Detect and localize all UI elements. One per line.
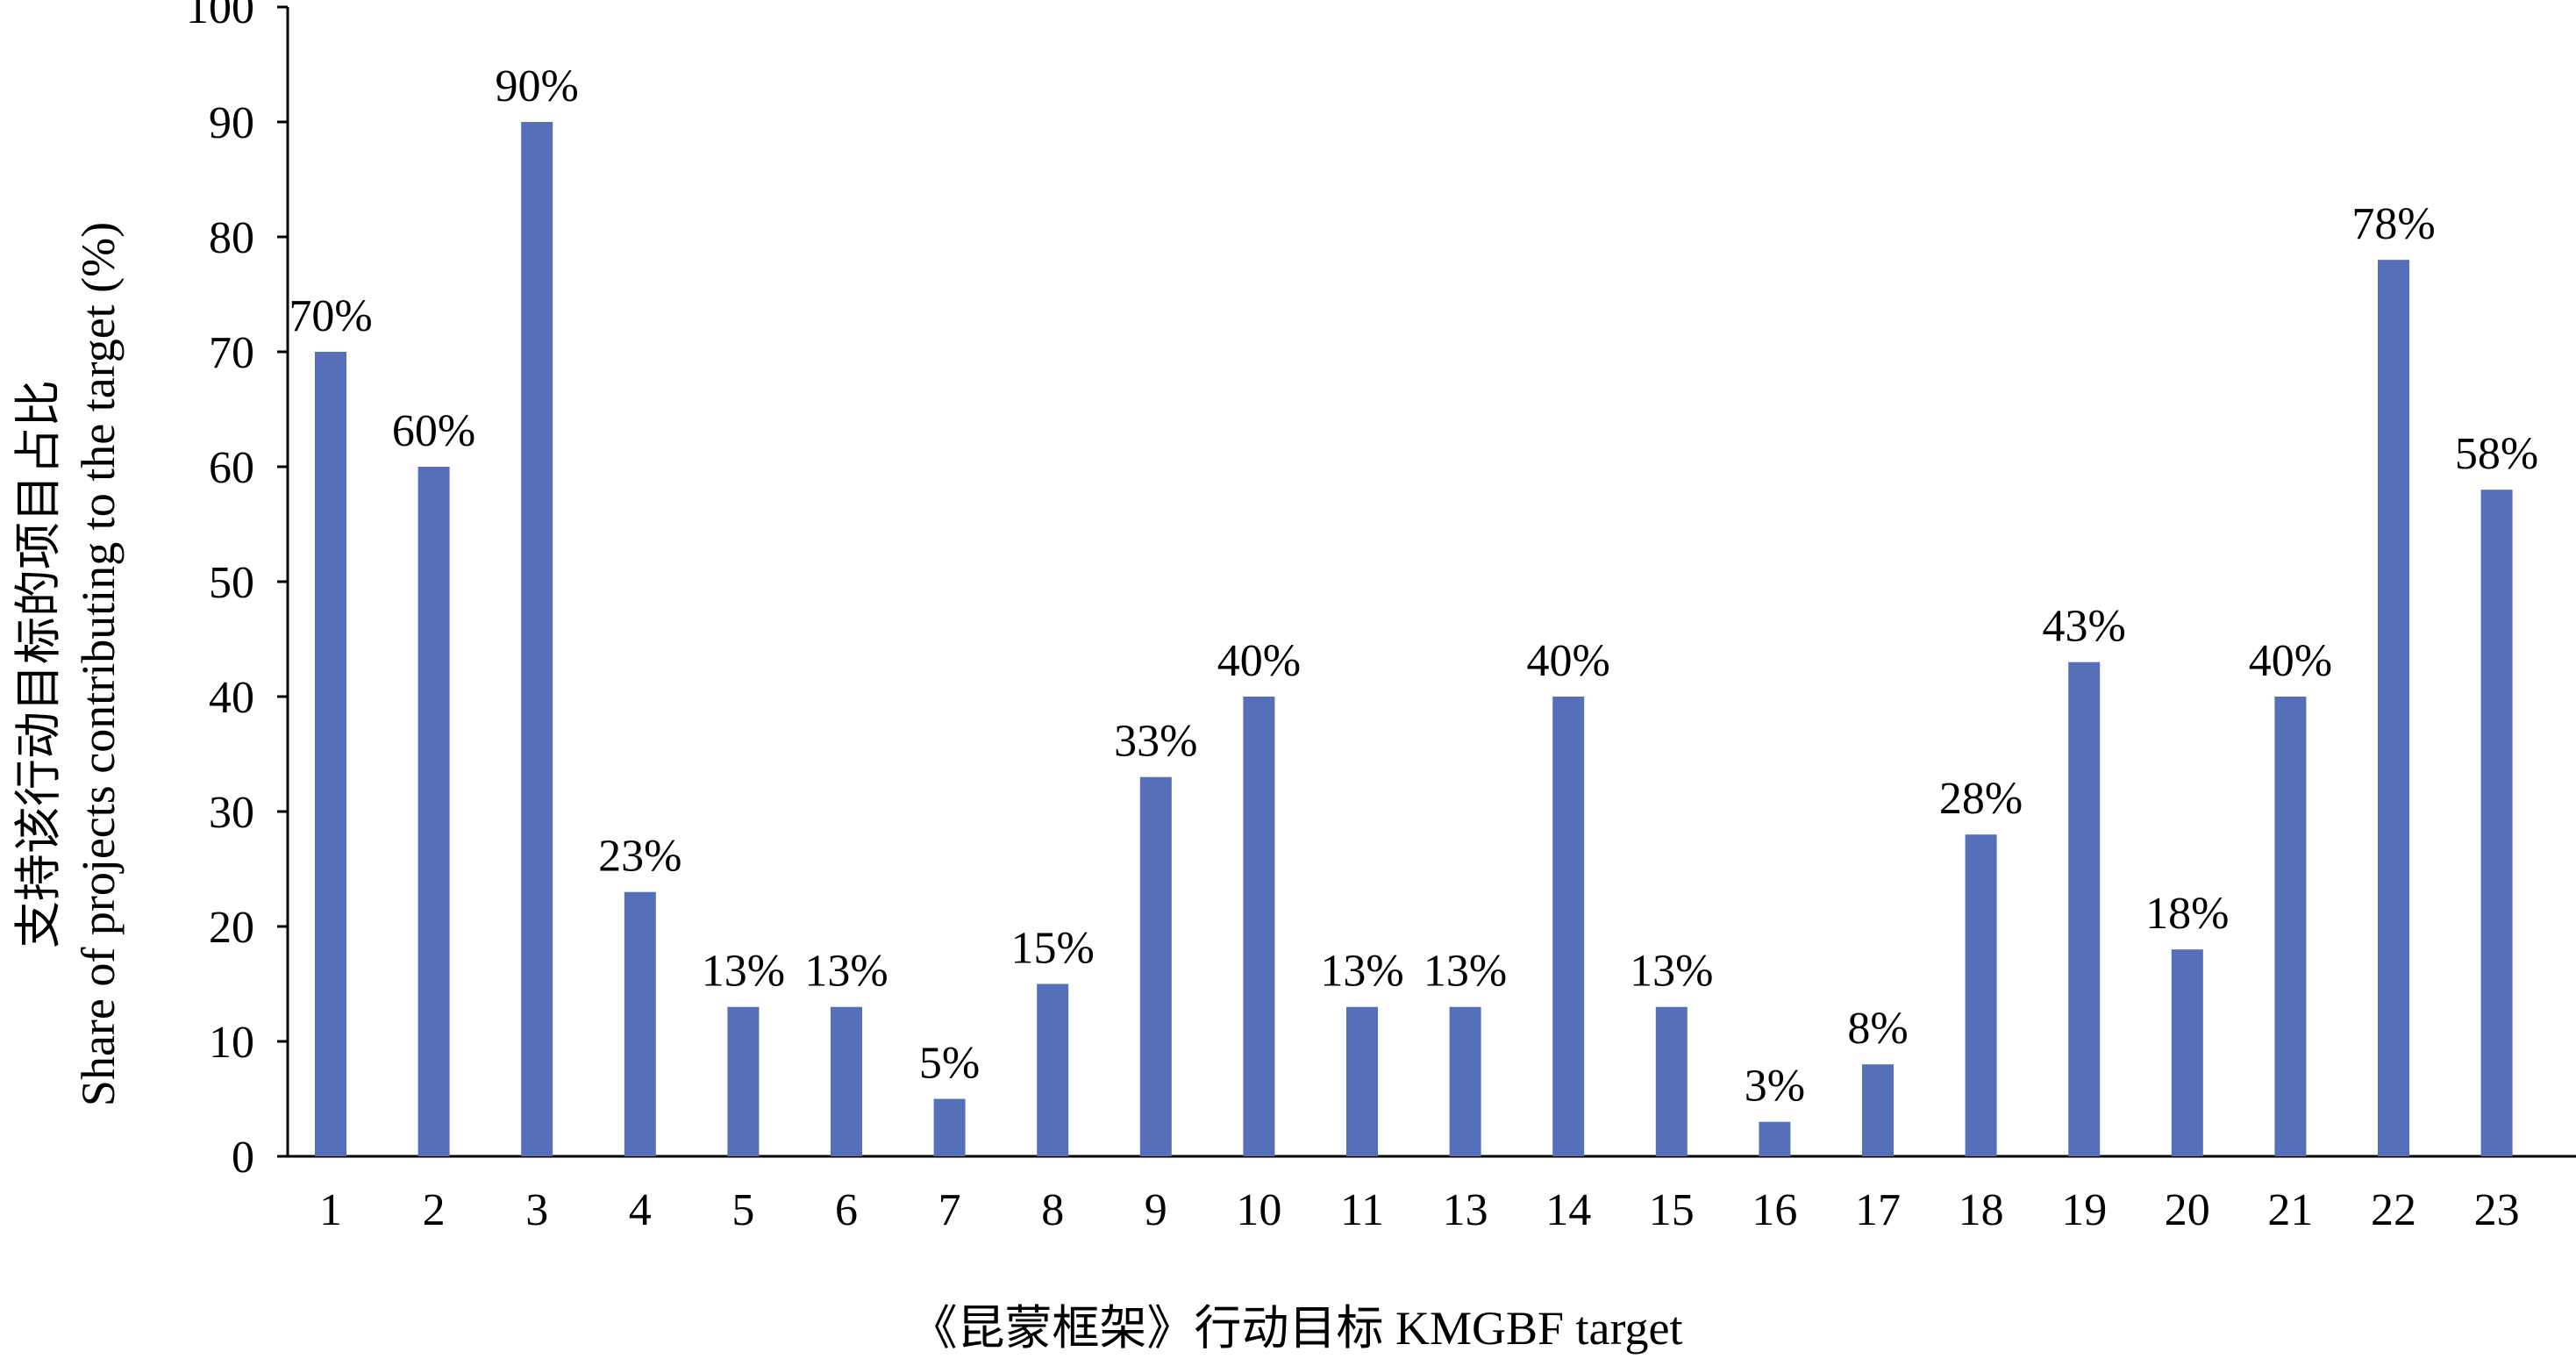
- y-tick-label: 20: [209, 903, 254, 953]
- bar-data-label: 40%: [2249, 636, 2332, 686]
- x-tick-label: 10: [1236, 1185, 1281, 1235]
- data-labels: 70% 60% 90% 23% 13% 13% 5% 15% 33% 40% 13% 13% 40% 13…: [289, 61, 2538, 1112]
- x-tick-label: 13: [1443, 1185, 1488, 1235]
- bar-data-label: 23%: [598, 832, 681, 882]
- y-axis-title: 支持该行动目标的项目占比 Share of projects contribut…: [12, 222, 125, 1106]
- bar-data-label: 90%: [496, 61, 579, 111]
- y-tick-label: 40: [209, 673, 254, 723]
- bar: [417, 467, 450, 1156]
- y-tick-label: 10: [209, 1018, 254, 1068]
- bar-data-label: 33%: [1114, 717, 1197, 767]
- bar: [2480, 490, 2513, 1156]
- bar-data-label: 13%: [702, 947, 785, 997]
- x-tick-label: 4: [629, 1185, 652, 1235]
- bar: [1655, 1006, 1688, 1156]
- x-axis: 1 2 3 4 5 6 7 8 9 10 11 13 14 15 16 17 18 19 20 21 22 23: [288, 1155, 2576, 1235]
- x-tick-label: 15: [1649, 1185, 1695, 1235]
- y-tick-label: 0: [232, 1133, 254, 1183]
- x-axis-title: 《昆蒙框架》行动目标 KMGBF target: [910, 1302, 1682, 1355]
- bar: [315, 352, 346, 1156]
- x-tick-label: 16: [1752, 1185, 1797, 1235]
- bar-data-label: 58%: [2455, 429, 2538, 479]
- y-tick-label: 80: [209, 213, 254, 263]
- x-tick-label: 5: [731, 1185, 754, 1235]
- bar-data-label: 3%: [1745, 1062, 1805, 1112]
- bar-data-label: 60%: [392, 406, 475, 456]
- bar: [2171, 949, 2203, 1156]
- x-tick-label: 6: [835, 1185, 858, 1235]
- bar-data-label: 13%: [804, 947, 888, 997]
- bar: [1139, 776, 1172, 1156]
- bar: [2274, 697, 2307, 1156]
- x-tick-label: 1: [319, 1185, 342, 1235]
- bar-data-label: 13%: [1320, 947, 1403, 997]
- y-axis: 0 10 20 30 40 50 60 70 80 90 100: [186, 0, 289, 1183]
- bar: [1862, 1064, 1894, 1156]
- x-tick-label: 18: [1959, 1185, 2004, 1235]
- bar: [1243, 697, 1275, 1156]
- bar: [1759, 1121, 1791, 1156]
- bar: [624, 891, 656, 1156]
- y-tick-label: 70: [209, 328, 254, 378]
- x-tick-label: 9: [1145, 1185, 1167, 1235]
- x-tick-label: 2: [423, 1185, 446, 1235]
- y-axis-title-chinese: 支持该行动目标的项目占比: [12, 380, 65, 948]
- y-tick-label: 50: [209, 558, 254, 608]
- bar-data-label: 70%: [289, 291, 372, 341]
- bar-series: [315, 122, 2513, 1156]
- bar-data-label: 8%: [1847, 1004, 1908, 1054]
- bar-data-label: 40%: [1527, 636, 1610, 686]
- bar: [2378, 260, 2409, 1156]
- y-tick-label: 30: [209, 788, 254, 838]
- bar: [2068, 662, 2101, 1156]
- x-tick-label: 23: [2474, 1185, 2520, 1235]
- bar-data-label: 28%: [1939, 774, 2023, 824]
- x-tick-label: 11: [1340, 1185, 1384, 1235]
- bar: [1346, 1006, 1378, 1156]
- x-tick-label: 19: [2061, 1185, 2107, 1235]
- bar: [1449, 1006, 1481, 1156]
- x-tick-label: 7: [938, 1185, 961, 1235]
- y-tick-label: 90: [209, 98, 254, 148]
- x-tick-label: 22: [2371, 1185, 2416, 1235]
- bar-data-label: 18%: [2145, 889, 2229, 939]
- x-tick-label: 3: [525, 1185, 548, 1235]
- bar-data-label: 40%: [1217, 636, 1301, 686]
- bar: [1037, 983, 1069, 1156]
- bar-data-label: 43%: [2043, 602, 2126, 652]
- bar: [521, 122, 553, 1156]
- x-tick-label: 8: [1041, 1185, 1064, 1235]
- bar: [831, 1006, 862, 1156]
- bar: [933, 1098, 966, 1156]
- bar: [1965, 834, 1997, 1156]
- bar: [1552, 697, 1585, 1156]
- x-tick-label: 21: [2267, 1185, 2313, 1235]
- y-tick-label: 60: [209, 443, 254, 493]
- bar: [727, 1006, 760, 1156]
- x-tick-label: 17: [1855, 1185, 1901, 1235]
- y-tick-label: 100: [186, 0, 254, 33]
- bar-data-label: 13%: [1630, 947, 1713, 997]
- bar-data-label: 5%: [919, 1039, 980, 1089]
- bar-data-label: 78%: [2351, 199, 2435, 249]
- bar-data-label: 13%: [1424, 947, 1507, 997]
- bar-data-label: 15%: [1011, 924, 1095, 974]
- y-axis-title-english: Share of projects contributing to the ta…: [72, 222, 125, 1106]
- x-tick-label: 20: [2165, 1185, 2210, 1235]
- x-tick-label: 14: [1545, 1185, 1591, 1235]
